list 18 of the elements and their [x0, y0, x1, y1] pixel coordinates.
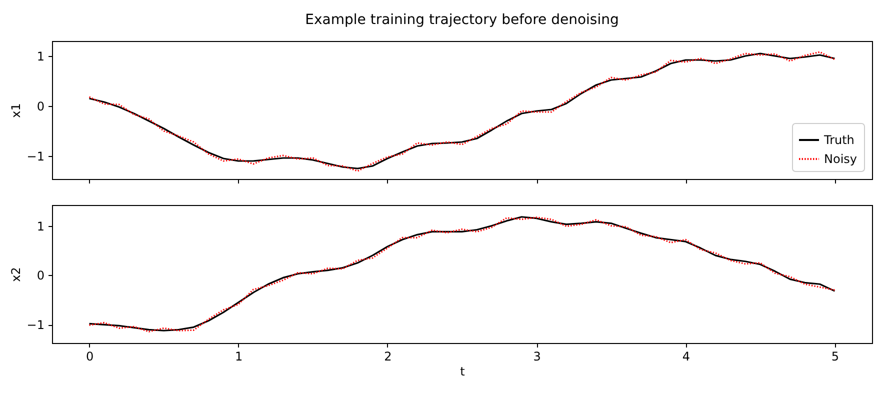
x-tick-label: 5 [831, 350, 840, 364]
chart-title: Example training trajectory before denoising [305, 12, 619, 28]
x-axis-title: t [460, 364, 466, 378]
x-tick-label: 4 [682, 350, 690, 364]
y-tick-label: 0 [36, 268, 44, 283]
legend-label: Noisy [824, 152, 858, 166]
x-tick-label: 3 [533, 350, 541, 364]
y-tick-label: 1 [36, 219, 44, 234]
x-tick-label: 1 [235, 350, 243, 364]
legend-label: Truth [823, 133, 854, 147]
x-tick-label: 2 [384, 350, 392, 364]
y-axis-title: x1 [8, 103, 23, 118]
y-tick-label: 1 [36, 50, 44, 64]
y-tick-label: 0 [36, 100, 44, 114]
y-axis-title: x2 [8, 267, 23, 282]
y-tick-label: −1 [26, 150, 44, 164]
x-tick-label: 0 [86, 350, 94, 364]
y-tick-label: −1 [26, 318, 44, 332]
